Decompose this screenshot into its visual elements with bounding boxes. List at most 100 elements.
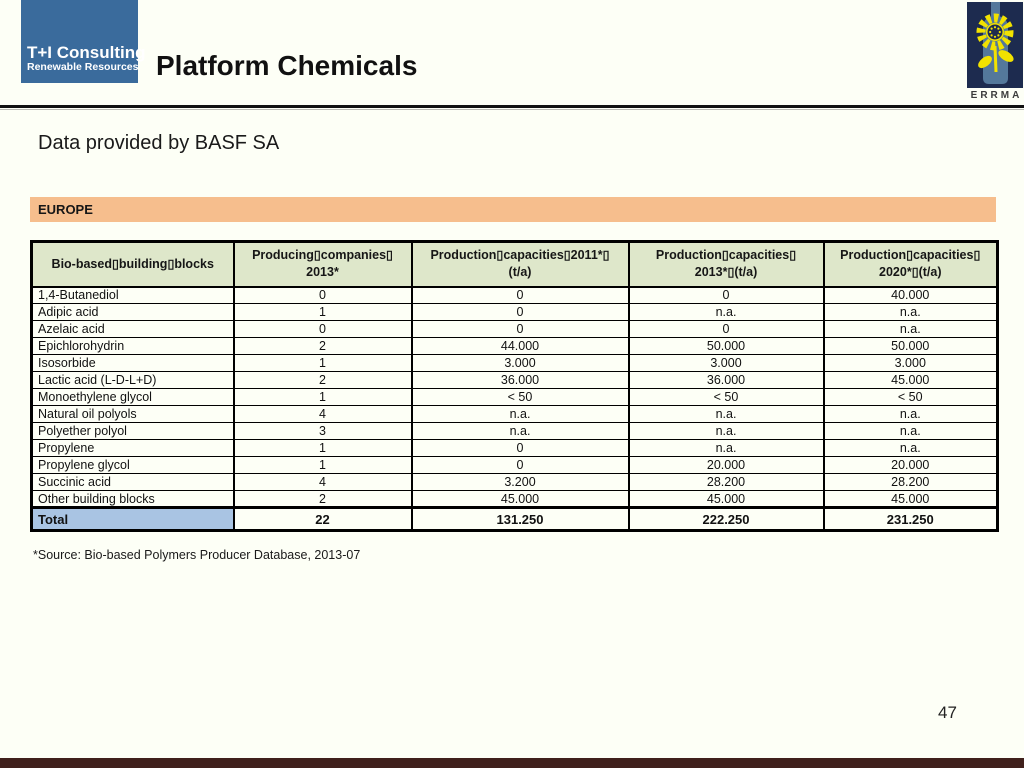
row-value: 40.000 <box>822 286 999 304</box>
col-header-building-blocks: Bio-based▯building▯blocks <box>30 240 235 288</box>
page-number: 47 <box>938 703 957 722</box>
row-value: 20.000 <box>627 456 825 474</box>
row-value: 1 <box>232 303 413 321</box>
col-header-line: Production▯capacities▯ <box>655 248 797 263</box>
row-value: < 50 <box>410 388 630 406</box>
table-row: 1,4-Butanediol 0 0 0 40.000 <box>30 286 999 304</box>
row-value: 28.200 <box>627 473 825 491</box>
row-value: < 50 <box>627 388 825 406</box>
company-logo-tagline: Renewable Resources <box>27 61 139 74</box>
table-row: Adipic acid 1 0 n.a. n.a. <box>30 303 999 321</box>
row-value: n.a. <box>627 405 825 423</box>
row-value: 22 <box>232 506 413 532</box>
table-row: Propylene 1 0 n.a. n.a. <box>30 439 999 457</box>
table-row: Lactic acid (L-D-L+D) 2 36.000 36.000 45.000 <box>30 371 999 389</box>
col-header-capacities-2020: Production▯capacities▯ 2020*▯(t/a) <box>822 240 999 288</box>
row-value: 45.000 <box>627 490 825 508</box>
row-value: 0 <box>232 286 413 304</box>
region-banner-label: EUROPE <box>38 202 93 217</box>
row-value: 0 <box>410 320 630 338</box>
table-row: Succinic acid 4 3.200 28.200 28.200 <box>30 473 999 491</box>
row-value: 2 <box>232 371 413 389</box>
company-logo-name: T+I Consulting <box>27 42 146 62</box>
row-label: 1,4-Butanediol <box>30 286 235 304</box>
row-value: < 50 <box>822 388 999 406</box>
row-value: n.a. <box>410 422 630 440</box>
row-value: 131.250 <box>410 506 630 532</box>
row-value: 0 <box>410 286 630 304</box>
col-header-line: Production▯capacities▯2011*▯ <box>430 248 610 263</box>
row-value: 4 <box>232 473 413 491</box>
row-label: Azelaic acid <box>30 320 235 338</box>
row-value: 3.000 <box>822 354 999 372</box>
row-label: Natural oil polyols <box>30 405 235 423</box>
table-body: 1,4-Butanediol 0 0 0 40.000 Adipic acid 1 0 n.a.… <box>30 286 999 532</box>
company-logo: T+I Consulting Renewable Resources <box>21 0 146 83</box>
row-value: 28.200 <box>822 473 999 491</box>
col-header-line: (t/a) <box>508 265 532 280</box>
row-value: 50.000 <box>822 337 999 355</box>
errma-logo: ERRMA <box>966 2 1024 101</box>
row-value: 0 <box>232 320 413 338</box>
errma-label: ERRMA <box>970 90 1023 101</box>
table-header: Bio-based▯building▯blocks Producing▯comp… <box>30 240 999 288</box>
row-value: n.a. <box>822 405 999 423</box>
row-label: Succinic acid <box>30 473 235 491</box>
table-row: Natural oil polyols 4 n.a. n.a. n.a. <box>30 405 999 423</box>
row-label: Propylene <box>30 439 235 457</box>
row-label: Total <box>30 506 235 532</box>
row-value: 36.000 <box>410 371 630 389</box>
table-row: Polyether polyol 3 n.a. n.a. n.a. <box>30 422 999 440</box>
row-value: 222.250 <box>627 506 825 532</box>
table-row: Epichlorohydrin 2 44.000 50.000 50.000 <box>30 337 999 355</box>
col-header-line: 2013* <box>306 265 339 280</box>
row-value: 2 <box>232 337 413 355</box>
table-total-row: Total 22 131.250 222.250 231.250 <box>30 506 999 532</box>
row-value: 0 <box>410 303 630 321</box>
row-value: n.a. <box>822 439 999 457</box>
header-rule-shadow <box>0 109 1024 110</box>
row-label: Other building blocks <box>30 490 235 508</box>
col-header-line: Production▯capacities▯ <box>840 248 981 263</box>
col-header-producing-companies: Producing▯companies▯ 2013* <box>232 240 413 288</box>
row-value: 3.200 <box>410 473 630 491</box>
row-value: 20.000 <box>822 456 999 474</box>
row-value: 0 <box>410 456 630 474</box>
row-value: n.a. <box>410 405 630 423</box>
col-header-line: 2020*▯(t/a) <box>879 265 942 280</box>
data-table: Bio-based▯building▯blocks Producing▯comp… <box>30 240 999 532</box>
row-value: 2 <box>232 490 413 508</box>
row-label: Lactic acid (L-D-L+D) <box>30 371 235 389</box>
row-value: 1 <box>232 439 413 457</box>
row-value: 44.000 <box>410 337 630 355</box>
table-row: Azelaic acid 0 0 0 n.a. <box>30 320 999 338</box>
row-label: Isosorbide <box>30 354 235 372</box>
row-value: 50.000 <box>627 337 825 355</box>
col-header-line: Producing▯companies▯ <box>252 248 393 263</box>
row-value: 36.000 <box>627 371 825 389</box>
row-value: 1 <box>232 456 413 474</box>
row-label: Propylene glycol <box>30 456 235 474</box>
row-value: 231.250 <box>822 506 999 532</box>
row-value: 4 <box>232 405 413 423</box>
row-value: n.a. <box>627 439 825 457</box>
row-value: 0 <box>410 439 630 457</box>
table-row: Propylene glycol 1 0 20.000 20.000 <box>30 456 999 474</box>
page-title: Platform Chemicals <box>156 50 418 81</box>
row-value: n.a. <box>627 422 825 440</box>
row-value: n.a. <box>822 422 999 440</box>
col-header-line: 2013*▯(t/a) <box>694 265 758 280</box>
col-header-capacities-2011: Production▯capacities▯2011*▯ (t/a) <box>410 240 630 288</box>
row-value: 0 <box>627 286 825 304</box>
row-value: 45.000 <box>822 371 999 389</box>
row-value: 3.000 <box>410 354 630 372</box>
row-value: 3.000 <box>627 354 825 372</box>
row-value: n.a. <box>627 303 825 321</box>
footer-bar <box>0 758 1024 768</box>
footnote: *Source: Bio-based Polymers Producer Dat… <box>33 548 361 562</box>
row-value: 45.000 <box>410 490 630 508</box>
sunflower-icon <box>967 2 1023 88</box>
table-row: Monoethylene glycol 1 < 50 < 50 < 50 <box>30 388 999 406</box>
row-label: Monoethylene glycol <box>30 388 235 406</box>
